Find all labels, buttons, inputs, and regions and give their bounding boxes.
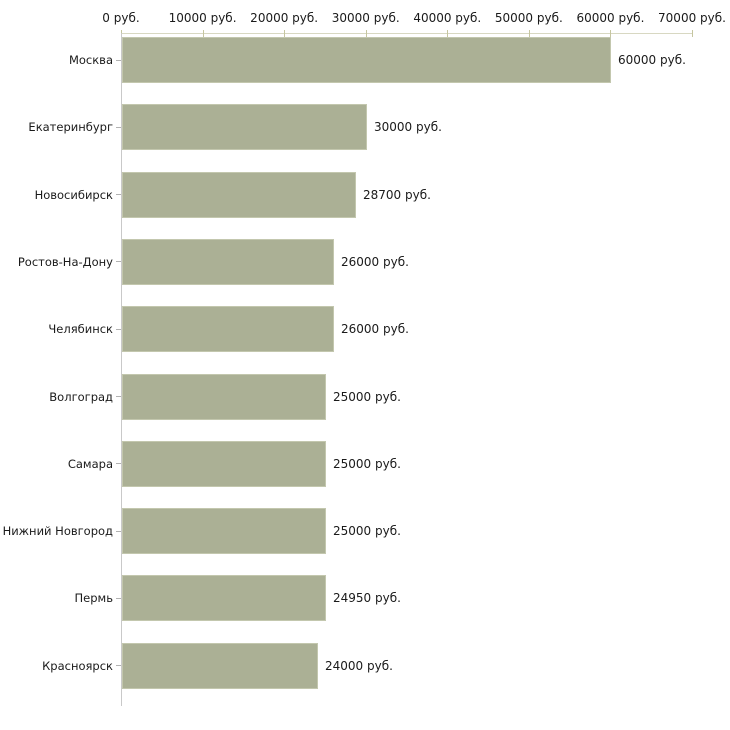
value-label: 25000 руб. [333,389,401,404]
bar [122,508,326,555]
bar [122,238,334,285]
bar-row: Ростов-На-Дону 26000 руб. [0,235,730,302]
category-tick [116,261,121,263]
category-label: Екатеринбург [28,120,113,135]
x-axis-tick-label: 10000 руб. [168,11,237,25]
x-axis-tick-label: 0 руб. [102,11,140,25]
category-label: Самара [67,456,113,471]
value-label: 60000 руб. [618,53,686,67]
x-axis-tick [365,30,367,37]
bar [122,440,326,487]
bar-row: Красноярск 24000 руб. [0,639,730,706]
x-axis-tick [202,30,204,37]
x-axis-tick [610,30,612,37]
bar [122,306,334,353]
value-label: 25000 руб. [333,456,401,471]
x-axis-tick-label: 60000 руб. [576,11,645,25]
bar [122,575,326,622]
x-axis-tick [284,30,286,37]
category-tick [116,463,121,465]
category-label: Волгоград [49,389,113,404]
value-label: 24000 руб. [325,658,393,673]
category-label: Красноярск [42,658,113,673]
category-tick [116,194,121,196]
bar-row: Екатеринбург 30000 руб. [0,100,730,167]
bar [122,104,367,151]
category-label: Новосибирск [34,187,113,202]
value-label: 30000 руб. [374,120,442,135]
category-tick [116,665,121,667]
x-axis-tick [528,30,530,37]
bar [122,37,611,83]
x-axis-tick [692,30,693,37]
value-label: 24950 руб. [333,591,401,606]
bar-row: Челябинск 26000 руб. [0,302,730,369]
category-tick [116,126,121,128]
value-label: 28700 руб. [363,187,431,202]
bar-row: Нижний Новгород 25000 руб. [0,504,730,571]
category-tick [116,396,121,397]
category-tick [116,59,121,61]
x-axis-tick [447,30,449,37]
value-label: 26000 руб. [341,322,409,337]
category-tick [116,530,121,532]
bar [122,373,326,420]
x-axis-tick-label: 40000 руб. [413,11,482,25]
category-label: Ростов-На-Дону [17,254,113,269]
value-label: 25000 руб. [333,524,401,539]
category-label: Челябинск [48,322,113,337]
bar [122,642,318,689]
x-axis-tick-label: 30000 руб. [331,11,400,25]
y-axis-line [121,33,122,706]
x-axis-tick-label: 70000 руб. [658,11,726,25]
x-axis-tick-label: 50000 руб. [494,11,563,25]
value-label: 26000 руб. [341,254,409,269]
x-axis-line [121,33,692,34]
bar [122,171,356,218]
category-tick [116,328,121,330]
bar-row: Пермь 24950 руб. [0,571,730,638]
bar-row: Волгоград 25000 руб. [0,370,730,437]
category-label: Нижний Новгород [2,524,113,539]
bar-row: Самара 25000 руб. [0,437,730,504]
category-tick [116,597,121,599]
x-axis-tick-label: 20000 руб. [250,11,319,25]
category-label: Москва [68,53,113,67]
bar-row: Новосибирск 28700 руб. [0,168,730,235]
category-label: Пермь [74,591,113,606]
bar-row: Москва 60000 руб. [0,33,730,100]
